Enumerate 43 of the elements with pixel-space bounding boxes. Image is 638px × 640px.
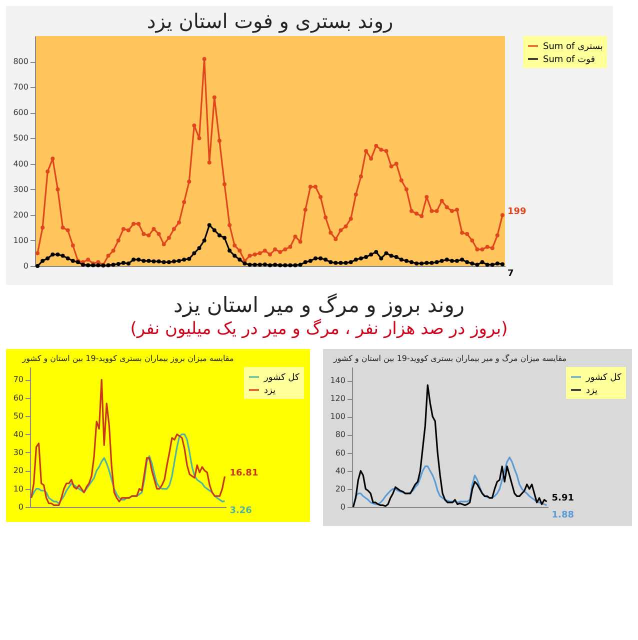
y-tick-label: 40 [13, 430, 24, 439]
legend-label: یزد [264, 386, 276, 396]
y-tick-label: 50 [13, 412, 24, 421]
y-tick-label: 80 [335, 430, 346, 440]
y-tick-label: 200 [13, 210, 28, 220]
y-tick-label: 70 [13, 375, 24, 384]
y-tick-label: 20 [13, 466, 24, 476]
data-label: 7 [507, 269, 514, 280]
y-tick-label: 0 [23, 262, 28, 270]
y-tick-label: 400 [13, 159, 28, 168]
y-tick-label: 0 [340, 502, 346, 512]
line-series [30, 433, 226, 504]
y-tick-label: 30 [13, 448, 24, 457]
y-tick-label: 0 [18, 502, 24, 512]
y-tick-label: 800 [13, 57, 28, 66]
data-label: 3.26 [230, 506, 252, 516]
chart-title: مقایسه میزان بروز بیماران بستری کووید-19 بین استان و کشور [21, 354, 234, 363]
y-tick-label: 140 [330, 376, 346, 386]
legend-label: کل کشور [585, 373, 622, 383]
data-label: 1.88 [552, 510, 574, 520]
y-tick-label: 100 [13, 236, 28, 245]
y-tick-label: 60 [335, 448, 346, 458]
text: روند بروز و مرگ و میر استان یزد [172, 293, 466, 317]
legend-label: یزد [586, 386, 598, 396]
y-tick-label: 20 [335, 484, 346, 494]
legend-label: کل کشور [263, 373, 300, 383]
data-label: 16.81 [230, 468, 258, 478]
legend-label: Sum of بستری [543, 42, 603, 52]
y-tick-label: 300 [13, 184, 28, 194]
y-tick-label: 600 [13, 108, 28, 118]
y-tick-label: 10 [13, 484, 24, 494]
data-label: 5.91 [552, 494, 574, 504]
legend-label: Sum of فوت [543, 55, 596, 65]
y-tick-label: 100 [330, 412, 346, 422]
data-label: 199 [507, 207, 526, 218]
y-tick-label: 40 [335, 466, 346, 476]
y-tick-label: 700 [13, 82, 28, 92]
y-tick-label: 120 [330, 394, 346, 404]
y-tick-label: 500 [13, 134, 28, 143]
chart-title: مقایسه میزان مرگ و میر بیماران بستری کووید-19 بین استان و کشور [332, 353, 567, 363]
y-tick-label: 60 [13, 393, 24, 402]
text: (بروز در صد هزار نفر ، مرگ و میر در یک میلیون نفر) [129, 319, 509, 339]
chart-title: روند بستری و فوت استان یزد [146, 9, 394, 33]
